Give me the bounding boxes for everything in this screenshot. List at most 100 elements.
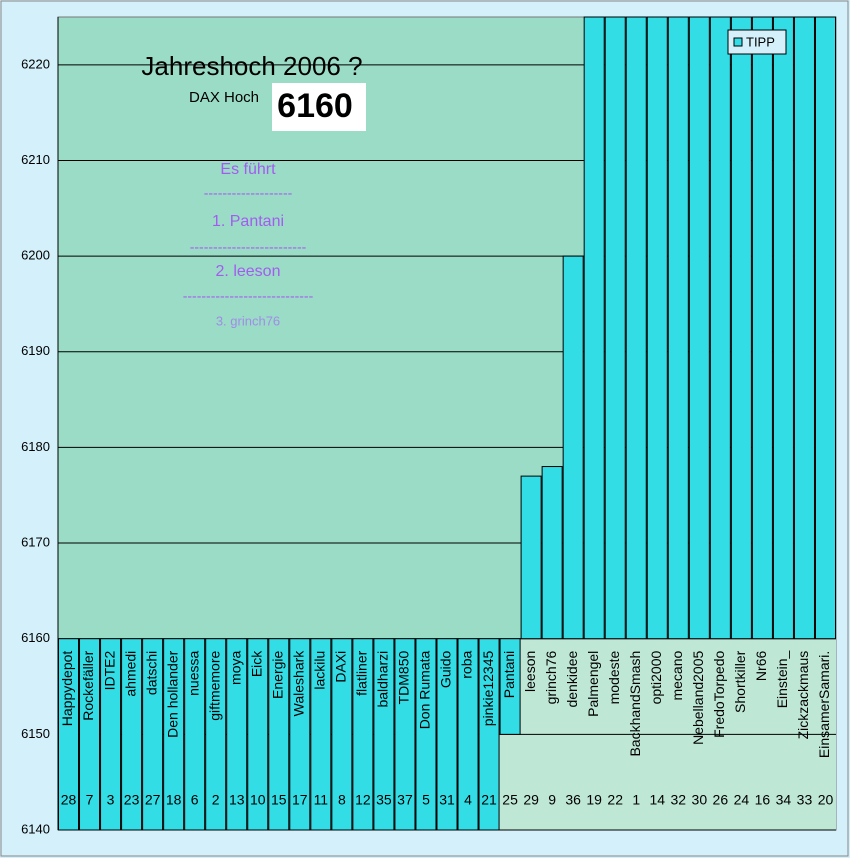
rank-label: 1 [632,792,640,808]
x-tick-label: flatliner [354,650,370,695]
rank-label: 10 [250,792,266,808]
rank-label: 32 [671,792,687,808]
x-tick-label: Guido [438,650,454,688]
leader-text: 3. grinch76 [216,313,280,328]
bar [646,16,668,640]
leader-text: Es führt [220,161,276,178]
y-tick-label: 6200 [21,248,50,263]
x-tick-label: giftmemore [206,651,222,721]
y-tick-label: 6210 [21,152,50,167]
rank-label: 34 [776,792,792,808]
x-tick-label: Palmengel [585,651,601,717]
rank-label: 30 [692,792,708,808]
leader-text: 1. Pantani [212,213,284,230]
rank-label: 18 [166,792,182,808]
x-tick-label: grinch76 [543,650,559,704]
rank-label: 35 [376,792,392,808]
bar [142,638,164,831]
rank-label: 20 [818,792,834,808]
x-tick-label: modeste [606,650,622,704]
x-tick-label: roba [459,651,475,679]
bar [709,16,731,640]
rank-label: 11 [314,792,329,808]
rank-label: 21 [481,792,497,808]
bar [310,638,332,831]
legend: TIPP [727,29,787,55]
rank-label: 33 [797,792,813,808]
y-tick-label: 6160 [21,630,50,645]
y-tick-label: 6140 [21,821,50,836]
labels: 614061506160617061806190620062106220Happ… [21,56,833,836]
x-tick-label: IDTE2 [101,651,117,691]
x-tick-label: mecano [669,650,685,700]
bar [457,638,479,831]
x-tick-label: pinkie12345 [480,650,496,726]
chart-title: Jahreshoch 2006 ? [141,51,362,81]
rank-label: 26 [713,792,729,808]
x-tick-label: Energie [269,651,285,699]
x-tick-label: Waleshark [291,650,307,717]
rank-label: 14 [649,792,665,808]
bar [247,638,269,831]
bar [562,255,584,640]
bar [268,638,290,831]
x-tick-label: Einstein_ [774,650,790,708]
bar [499,638,521,735]
x-tick-label: DAXi [333,651,349,683]
bar [541,466,563,640]
bar [352,638,374,831]
y-tick-label: 6190 [21,343,50,358]
leader-text: ------------------------- [190,239,307,255]
rank-label: 27 [145,792,161,808]
x-tick-label: FredoTorpedo [711,650,727,737]
x-tick-label: ahmedi [122,651,138,697]
x-tick-label: Nebelland2005 [690,651,706,745]
y-tick-label: 6220 [21,56,50,71]
rank-label: 25 [502,792,518,808]
rank-label: 31 [439,792,455,808]
bar [478,638,500,831]
dax-value: 6160 [277,87,353,125]
rank-label: 2 [212,792,220,808]
bar [58,638,80,831]
x-tick-label: denkidee [564,650,580,707]
rank-label: 17 [292,792,308,808]
bar [730,16,752,640]
y-tick-label: 6170 [21,534,50,549]
bar [373,638,395,831]
y-tick-label: 6180 [21,439,50,454]
plot [57,16,837,831]
bar [100,638,122,831]
bar [667,16,689,640]
rank-label: 23 [124,792,140,808]
x-tick-label: Rockefäller [80,650,96,720]
x-tick-label: nuessa [185,651,201,696]
x-tick-label: Zickzackmaus [795,651,811,740]
rank-label: 36 [565,792,581,808]
x-tick-label: baldharzi [375,651,391,708]
x-tick-label: opti2000 [648,650,664,704]
dax-box [272,83,366,131]
bar [121,638,143,831]
rank-label: 12 [355,792,371,808]
bar [604,16,626,640]
bar [331,638,353,831]
bar [184,638,206,831]
rank-label: 8 [338,792,346,808]
rank-label: 9 [548,792,556,808]
bar [625,16,647,640]
bar [436,638,458,831]
rank-label: 37 [397,792,413,808]
leader-text: ------------------- [204,185,293,201]
x-tick-label: leeson [522,651,538,692]
bar [583,16,605,640]
leader-text: ---------------------------- [183,288,314,304]
rank-label: 4 [464,792,472,808]
x-tick-label: Pantani [501,651,517,698]
x-tick-label: TDM850 [396,650,412,704]
rank-label: 3 [107,792,115,808]
bar [415,638,437,831]
bar [79,638,101,831]
bar [289,638,311,831]
